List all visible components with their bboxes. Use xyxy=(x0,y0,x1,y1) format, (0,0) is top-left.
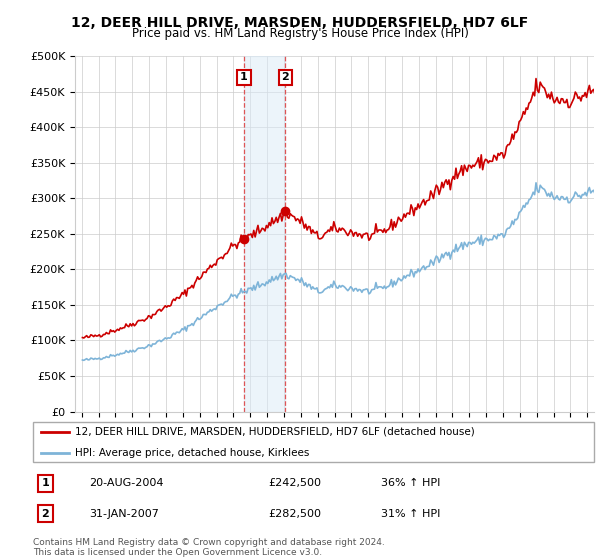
Text: 31% ↑ HPI: 31% ↑ HPI xyxy=(381,508,440,519)
Text: Price paid vs. HM Land Registry's House Price Index (HPI): Price paid vs. HM Land Registry's House … xyxy=(131,27,469,40)
Bar xyxy=(244,56,286,412)
Text: HPI: Average price, detached house, Kirklees: HPI: Average price, detached house, Kirk… xyxy=(75,448,310,458)
Text: £282,500: £282,500 xyxy=(269,508,322,519)
Text: 2: 2 xyxy=(41,508,49,519)
Text: 1: 1 xyxy=(41,478,49,488)
Text: 20-AUG-2004: 20-AUG-2004 xyxy=(89,478,164,488)
Text: Contains HM Land Registry data © Crown copyright and database right 2024.
This d: Contains HM Land Registry data © Crown c… xyxy=(33,538,385,557)
Text: 12, DEER HILL DRIVE, MARSDEN, HUDDERSFIELD, HD7 6LF (detached house): 12, DEER HILL DRIVE, MARSDEN, HUDDERSFIE… xyxy=(75,427,475,437)
Text: 31-JAN-2007: 31-JAN-2007 xyxy=(89,508,159,519)
Text: £242,500: £242,500 xyxy=(269,478,322,488)
Text: 1: 1 xyxy=(240,72,248,82)
Text: 12, DEER HILL DRIVE, MARSDEN, HUDDERSFIELD, HD7 6LF: 12, DEER HILL DRIVE, MARSDEN, HUDDERSFIE… xyxy=(71,16,529,30)
FancyBboxPatch shape xyxy=(33,422,594,462)
Text: 36% ↑ HPI: 36% ↑ HPI xyxy=(381,478,440,488)
Text: 2: 2 xyxy=(281,72,289,82)
